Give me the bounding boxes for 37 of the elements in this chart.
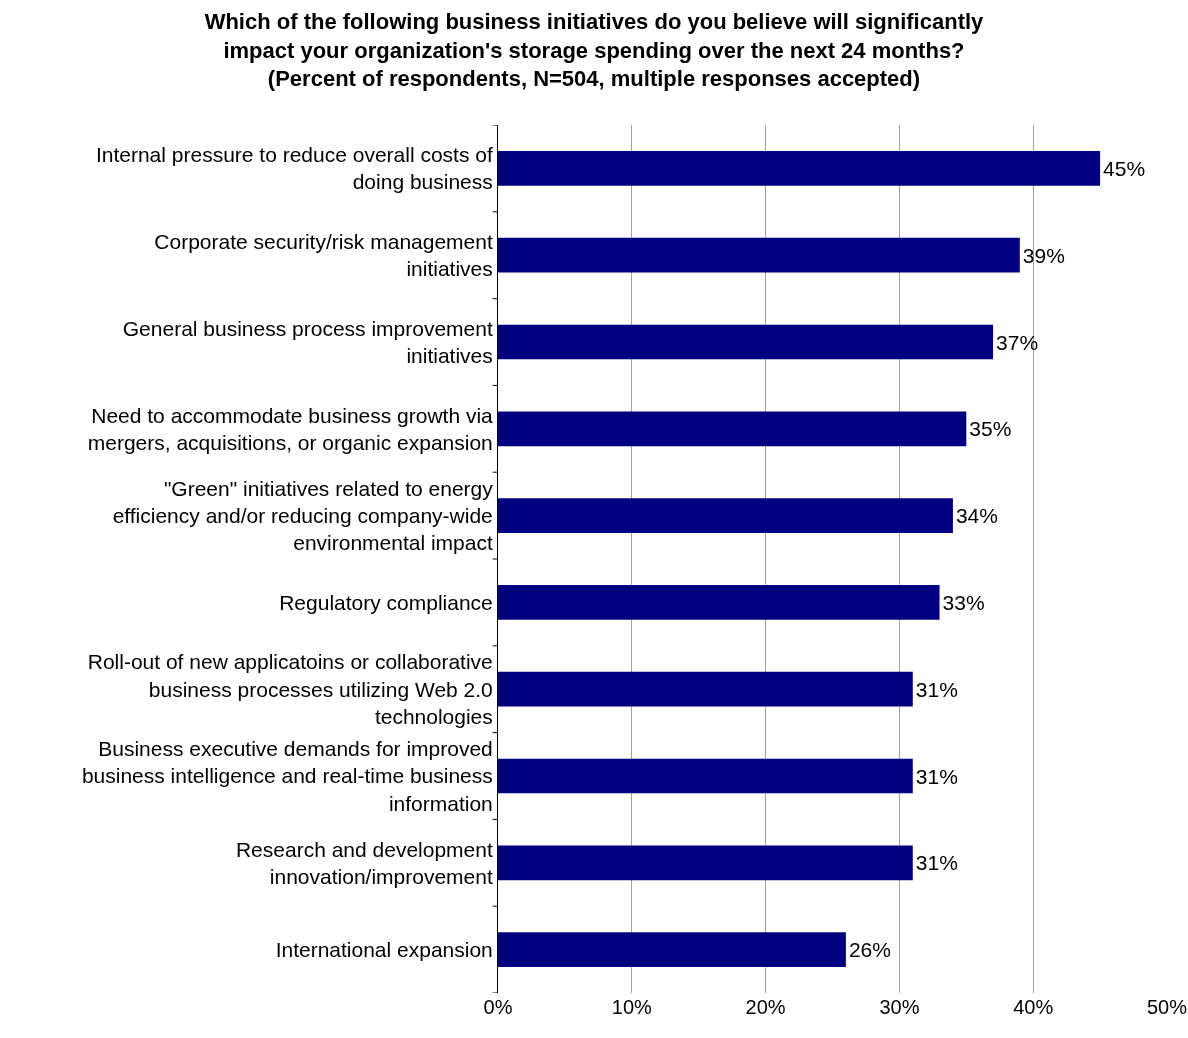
bar bbox=[498, 932, 846, 967]
chart-title: Which of the following business initiatives do you believe will significantly impact your organization's storage spending over the next 24 months? (Percent of respondents, N=504, multiple responses accepted) bbox=[204, 9, 985, 92]
y-tick-label: Internal pressure to reduce overall costs of doing business bbox=[95, 143, 493, 194]
y-tick-label: Research and development innovation/improvement bbox=[235, 837, 493, 888]
data-label: 35% bbox=[969, 417, 1012, 441]
data-label: 39% bbox=[1022, 243, 1065, 267]
bar bbox=[498, 151, 1101, 186]
bar bbox=[498, 585, 940, 620]
data-label: 45% bbox=[1103, 156, 1146, 180]
x-tick-label: 0% bbox=[483, 996, 513, 1018]
x-tick-label: 20% bbox=[745, 996, 786, 1018]
y-tick-label: Business executive demands for improved business intelligence and real-time business information bbox=[81, 737, 493, 815]
data-label: 31% bbox=[915, 677, 958, 701]
data-label: 37% bbox=[996, 330, 1039, 354]
data-label: 26% bbox=[848, 938, 891, 962]
y-tick-label: International expansion bbox=[275, 937, 493, 961]
y-tick-label: General business process improvement initiatives bbox=[122, 316, 493, 367]
bar bbox=[498, 498, 953, 533]
x-tick-label: 30% bbox=[879, 996, 920, 1018]
bar bbox=[498, 324, 994, 360]
x-tick-label: 10% bbox=[611, 996, 653, 1018]
bar bbox=[498, 845, 913, 881]
y-tick-label: Regulatory compliance bbox=[279, 590, 493, 614]
y-tick-label: Corporate security/risk management initiatives bbox=[154, 229, 493, 281]
y-tick-label: "Green" initiatives related to energy efficiency and/or reducing company-wide environmental impact bbox=[112, 476, 494, 555]
x-tick-label: 50% bbox=[1146, 996, 1188, 1018]
bar bbox=[498, 411, 967, 447]
data-label: 31% bbox=[915, 851, 958, 875]
data-label: 34% bbox=[955, 504, 998, 528]
bar bbox=[498, 758, 913, 794]
y-tick-label: Roll-out of new applicatoins or collaborative business processes utilizing Web 2.0 technologies bbox=[87, 650, 493, 728]
x-tick-label: 40% bbox=[1013, 996, 1054, 1018]
bar bbox=[498, 237, 1020, 273]
y-tick-label: Need to accommodate business growth via mergers, acquisitions, or organic expansion bbox=[87, 403, 494, 454]
bar bbox=[498, 671, 913, 707]
data-label: 33% bbox=[942, 590, 985, 614]
data-label: 31% bbox=[915, 764, 958, 788]
